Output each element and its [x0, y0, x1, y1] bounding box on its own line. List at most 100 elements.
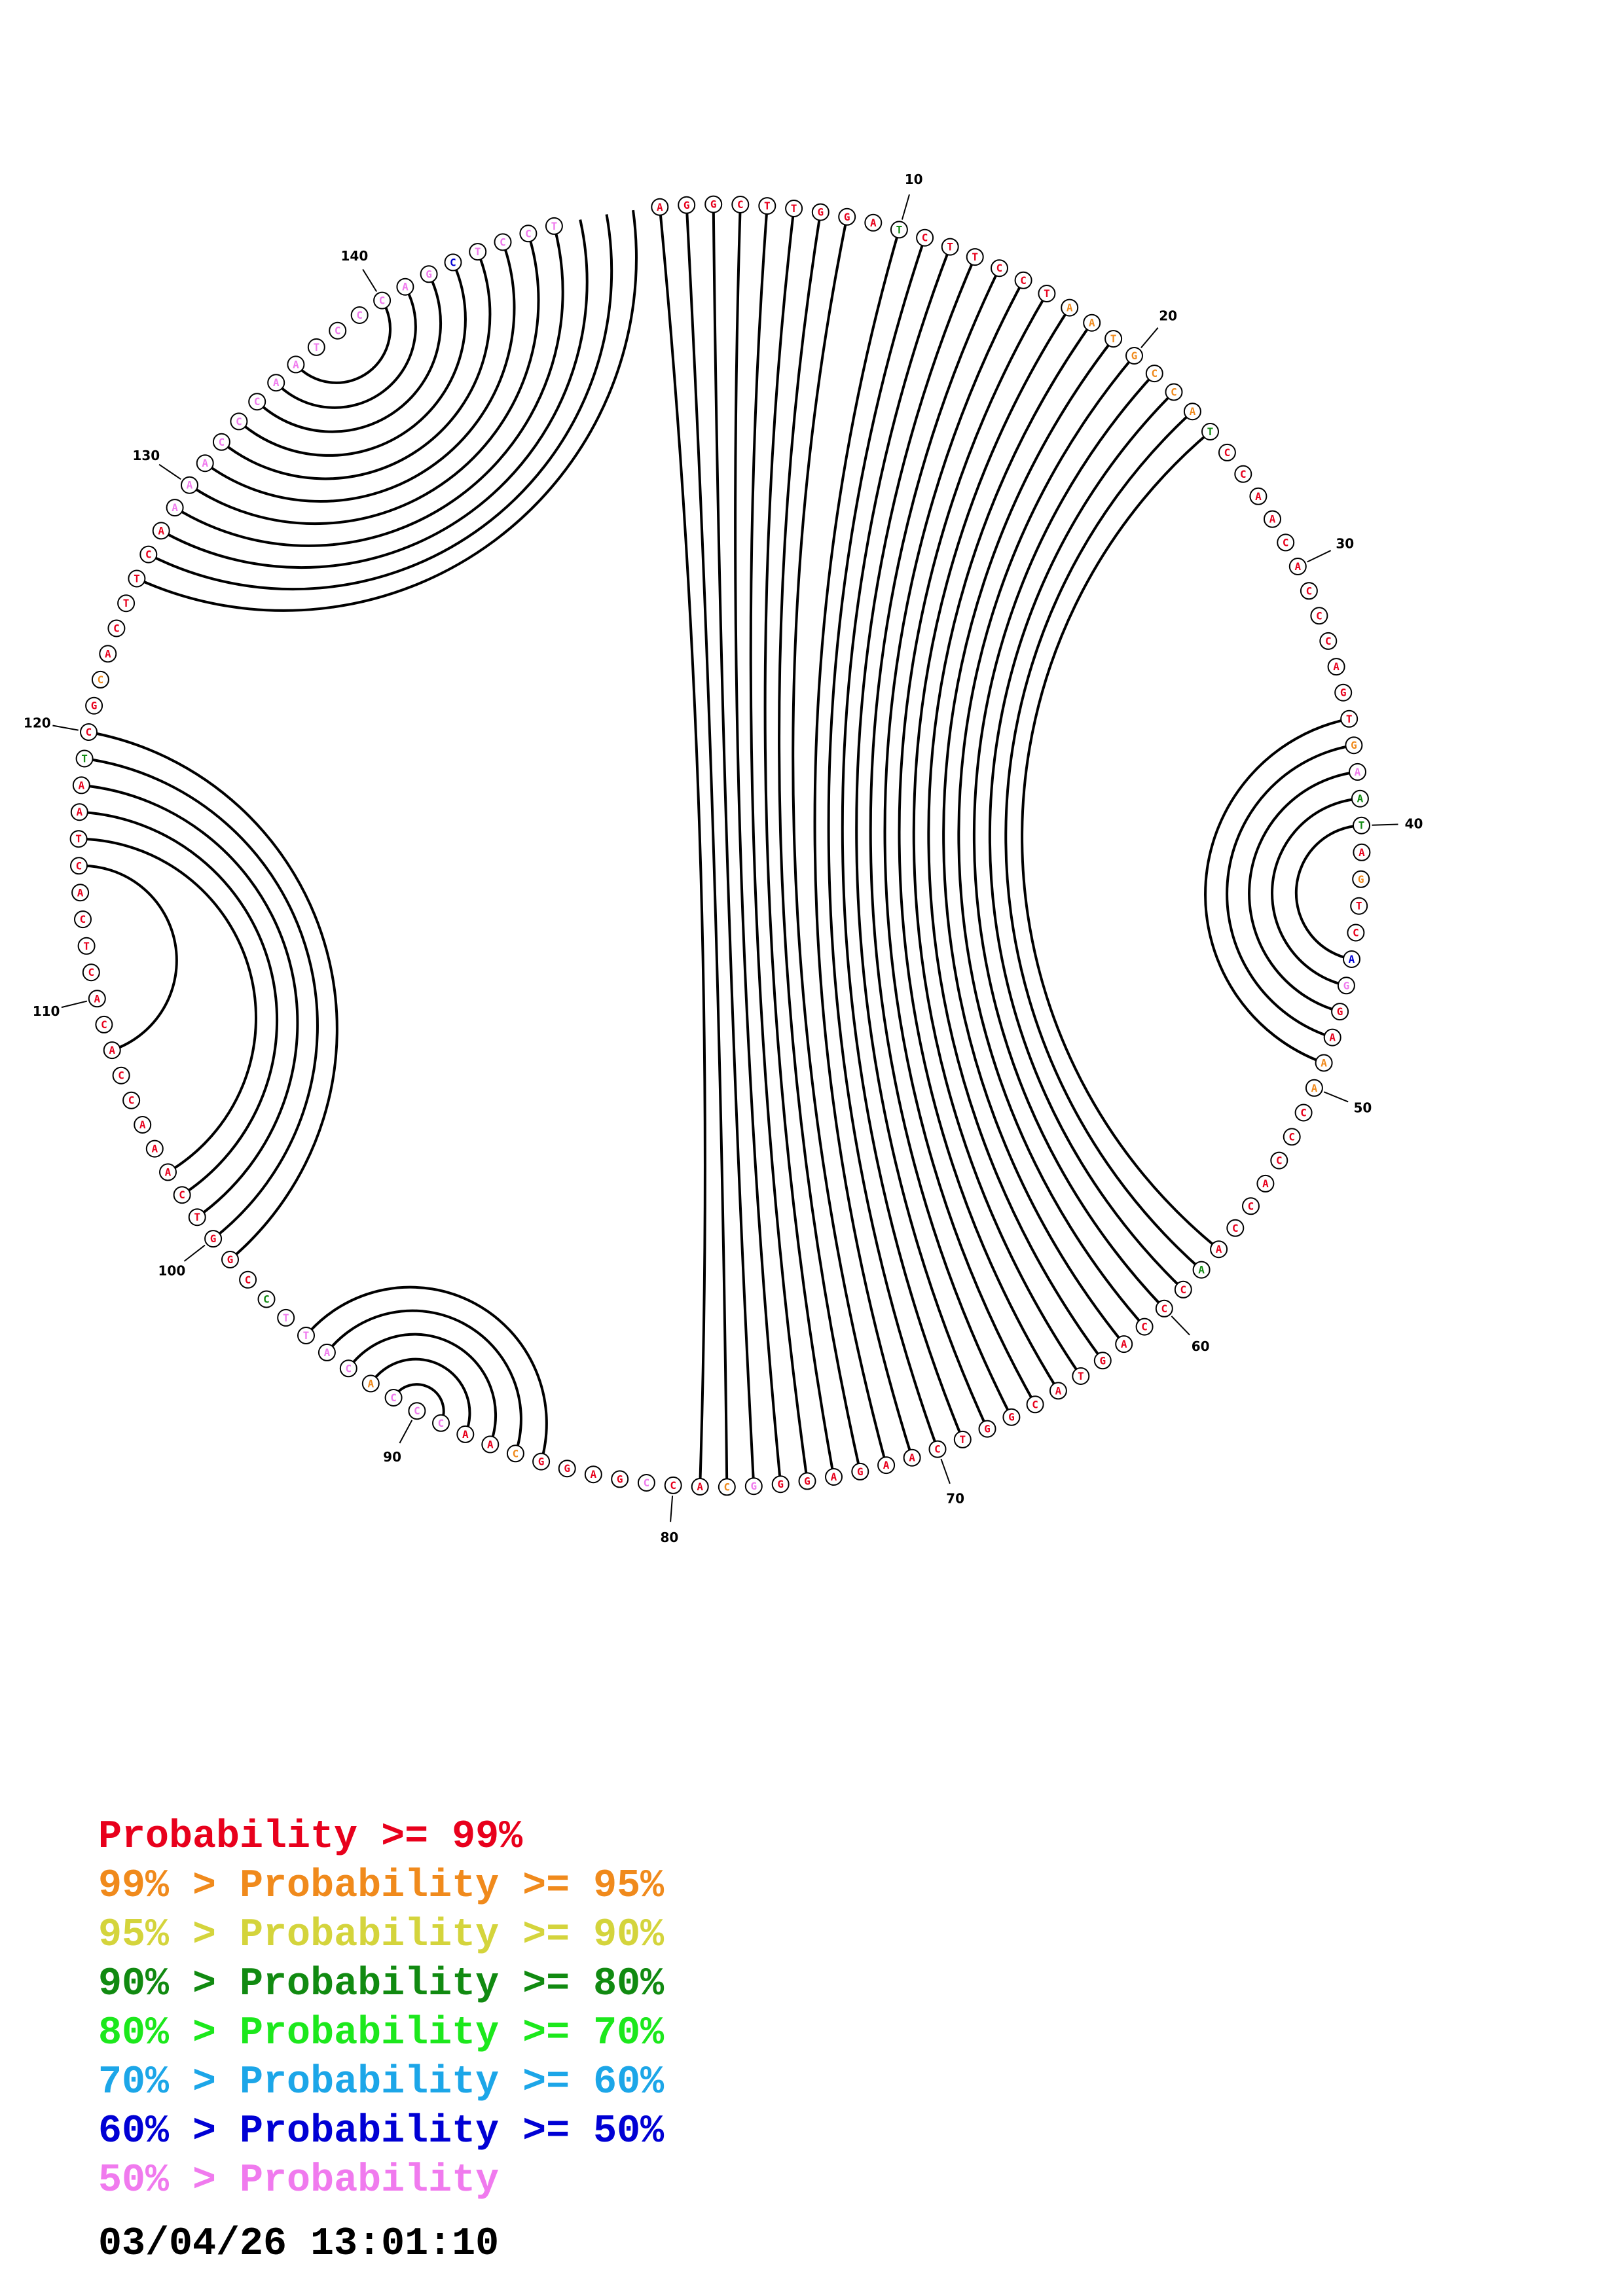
nucleotide-circle: [107, 619, 126, 637]
nucleotide-letter: C: [76, 859, 82, 872]
nucleotide-letter: A: [1333, 660, 1340, 673]
nucleotide-circle: [903, 1448, 921, 1467]
nucleotide-letter: G: [844, 211, 850, 223]
nucleotide-letter: G: [210, 1232, 217, 1245]
nucleotide-letter: C: [670, 1479, 676, 1492]
nucleotide-circle: [134, 1116, 152, 1134]
position-label: 110: [33, 1003, 60, 1019]
legend-row: 80% > Probability >= 70%: [98, 2009, 664, 2058]
nucleotide-circle: [71, 884, 90, 902]
nucleotide-letter: T: [764, 200, 771, 212]
nucleotide-circle: [456, 1425, 475, 1443]
nucleotide-letter: A: [202, 457, 208, 469]
nucleotide-circle: [257, 1290, 276, 1308]
legend-prefix: 50% >: [98, 2159, 240, 2203]
nucleotide-circle: [481, 1435, 500, 1454]
legend-prefix: 70% >: [98, 2060, 240, 2105]
nucleotide-letter: G: [817, 206, 824, 219]
nucleotide-circle: [408, 1402, 426, 1420]
nucleotide-letter: G: [426, 268, 432, 280]
nucleotide-circle: [80, 723, 98, 741]
nucleotide-circle: [731, 196, 750, 213]
tick-line: [183, 1244, 206, 1262]
nucleotide-letter: T: [1346, 713, 1353, 725]
nucleotide-letter: A: [76, 806, 82, 818]
nucleotide-letter: G: [777, 1478, 784, 1490]
nucleotide-circle: [1319, 632, 1338, 650]
nucleotide-circle: [297, 1327, 315, 1344]
nucleotide-letter: G: [1340, 687, 1347, 699]
nucleotide-letter: T: [1044, 287, 1050, 300]
nucleotide-letter: A: [324, 1346, 331, 1359]
nucleotide-letter: C: [219, 436, 225, 448]
position-label: 50: [1353, 1100, 1372, 1116]
nucleotide-circle: [1115, 1335, 1133, 1354]
nucleotide-circle: [1014, 271, 1032, 289]
nucleotide-circle: [239, 1270, 257, 1289]
nucleotide-letter: A: [293, 358, 299, 370]
nucleotide-circle: [494, 233, 512, 251]
nucleotide-letter: G: [617, 1473, 623, 1485]
nucleotide-letter: C: [1316, 609, 1322, 622]
base-pair-arc: [84, 757, 319, 1240]
nucleotide-circle: [1334, 683, 1353, 702]
nucleotide-letter: T: [972, 251, 978, 263]
nucleotide-letter: C: [379, 295, 386, 307]
nucleotide-letter: C: [450, 256, 456, 268]
nucleotide-circle: [139, 545, 158, 564]
legend-prefix: 60% >: [98, 2109, 240, 2154]
nucleotide-circle: [112, 1066, 130, 1085]
nucleotide-circle: [432, 1414, 450, 1432]
position-ticks: 10 20 30 40 50 60 70 80 90 100 110 120 130 140: [24, 171, 1423, 1545]
nucleotide-letter: A: [1359, 846, 1365, 859]
nucleotide-circle: [1174, 1280, 1192, 1299]
nucleotide-circle: [1340, 709, 1359, 728]
nucleotide-letter: G: [1337, 1005, 1343, 1018]
base-pair-arc: [79, 810, 279, 1196]
nucleotide-letter: T: [791, 202, 797, 215]
nucleotide-circle: [1249, 487, 1267, 505]
nucleotide-circle: [1125, 347, 1143, 365]
nucleotide-letter: C: [98, 673, 104, 686]
base-pair-arc: [927, 322, 1104, 1361]
nucleotide-circle: [1353, 816, 1370, 834]
nucleotide-circle: [825, 1468, 843, 1486]
nucleotide-letter: G: [1008, 1411, 1015, 1424]
legend-text: Probability >= 80%: [240, 1962, 665, 2007]
nucleotide-letter: A: [94, 992, 100, 1005]
base-pair-arc: [88, 730, 338, 1261]
nucleotide-circle: [91, 670, 109, 689]
nucleotide-circle: [1093, 1352, 1112, 1370]
tick-line: [901, 194, 910, 220]
legend-row: 70% > Probability >= 60%: [98, 2058, 664, 2108]
nucleotide-letter: T: [1110, 332, 1117, 345]
nucleotide-circle: [966, 248, 984, 266]
timestamp: 03/04/26 13:01:10: [98, 2222, 500, 2267]
base-pair-arc: [1248, 770, 1358, 1013]
nucleotide-letter: C: [1248, 1200, 1254, 1212]
nucleotide-circle: [1345, 736, 1363, 755]
nucleotide-circle: [166, 499, 184, 517]
nucleotide-letter: A: [1067, 302, 1073, 314]
nucleotide-circle: [1155, 1299, 1173, 1318]
nucleotide-letter: A: [1121, 1338, 1127, 1350]
nucleotide-circle: [1256, 1174, 1275, 1193]
nucleotide-circle: [329, 321, 347, 340]
nucleotide-circle: [1294, 1103, 1313, 1122]
base-pair-arc: [189, 233, 540, 526]
tick-line: [1171, 1316, 1190, 1336]
nucleotide-letter: C: [513, 1447, 519, 1460]
nucleotide-letter: A: [1311, 1082, 1318, 1094]
nucleotide-circle: [637, 1474, 655, 1492]
nucleotide-circle: [532, 1452, 551, 1471]
nucleotide-letter: A: [831, 1471, 837, 1483]
base-pair-arc: [160, 219, 589, 569]
nucleotide-circle: [396, 278, 414, 296]
nucleotide-letter: C: [1171, 386, 1177, 399]
nucleotide-letter: G: [804, 1475, 811, 1487]
nucleotide-letter: A: [590, 1468, 596, 1480]
nucleotide-circle: [1310, 607, 1328, 625]
nucleotide-letter: A: [273, 376, 280, 389]
position-label: 140: [341, 248, 369, 264]
legend-text: Probability >= 70%: [240, 2011, 665, 2056]
